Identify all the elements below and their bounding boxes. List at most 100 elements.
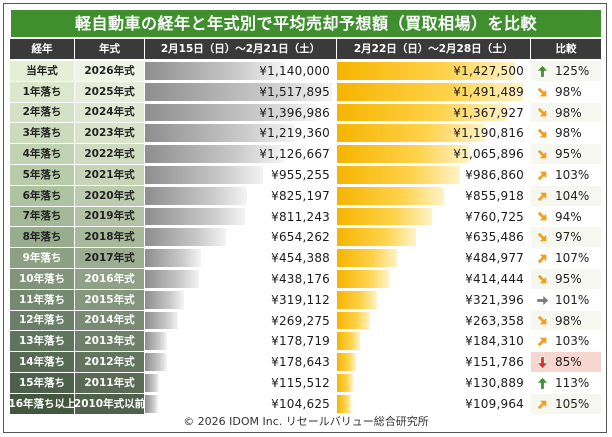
arrow-up-right-icon — [536, 191, 548, 202]
cur-price-value: ¥321,396 — [465, 293, 524, 307]
model-year-label: 2012年式 — [75, 352, 144, 372]
cur-price-bar — [337, 166, 460, 184]
cur-price-value: ¥986,860 — [465, 168, 524, 182]
cur-price-cell: ¥986,860 — [337, 165, 530, 185]
header-age: 経年 — [10, 39, 74, 59]
model-year-label: 2014年式 — [75, 311, 144, 330]
model-year-label: 2025年式 — [75, 82, 144, 102]
age-label: 16年落ち以上 — [10, 394, 74, 414]
cur-price-cell: ¥130,889 — [337, 373, 530, 393]
prev-price-value: ¥811,243 — [271, 209, 330, 224]
arrow-up-icon — [536, 376, 549, 389]
ratio-cell: 101% — [531, 290, 601, 310]
ratio-value: 103% — [555, 168, 590, 182]
ratio-value: 125% — [555, 64, 590, 78]
cur-price-value: ¥635,486 — [465, 230, 524, 244]
prev-price-bar — [145, 312, 179, 329]
prev-price-cell: ¥1,140,000 — [145, 61, 336, 81]
cur-price-cell: ¥760,725 — [337, 207, 530, 226]
prev-price-cell: ¥104,625 — [145, 394, 336, 414]
prev-price-value: ¥825,197 — [271, 189, 330, 203]
copyright-footer: © 2026 IDOM Inc. リセールバリュー総合研究所 — [183, 415, 429, 428]
prev-price-value: ¥104,625 — [271, 397, 330, 411]
model-year-label: 2016年式 — [75, 269, 144, 289]
prev-price-cell: ¥438,176 — [145, 269, 336, 289]
prev-price-value: ¥1,219,360 — [259, 126, 330, 140]
model-year-label: 2021年式 — [75, 165, 144, 185]
prev-price-cell: ¥319,112 — [145, 290, 336, 310]
cur-price-bar — [337, 312, 370, 329]
prev-price-cell: ¥454,388 — [145, 248, 336, 268]
ratio-value: 95% — [555, 272, 582, 286]
prev-price-cell: ¥115,512 — [145, 373, 336, 393]
cur-price-cell: ¥151,786 — [337, 352, 530, 372]
cur-price-bar — [337, 124, 486, 142]
prev-price-cell: ¥1,396,986 — [145, 103, 336, 122]
ratio-cell: 105% — [531, 394, 601, 414]
chart-title: 軽自動車の経年と年式別で平均売却予想額（買取相場）を比較 — [11, 10, 601, 37]
ratio-value: 98% — [555, 126, 582, 140]
cur-price-bar — [337, 270, 389, 288]
cur-price-bar — [337, 104, 508, 121]
ratio-cell: 98% — [531, 311, 601, 330]
ratio-cell: 103% — [531, 165, 601, 185]
model-year-label: 2015年式 — [75, 290, 144, 310]
ratio-value: 104% — [555, 189, 590, 203]
age-label: 11年落ち — [10, 290, 74, 310]
arrow-down-right-icon — [536, 106, 548, 118]
prev-price-bar — [145, 208, 245, 225]
cur-price-cell: ¥321,396 — [337, 290, 530, 310]
age-label: 5年落ち — [10, 165, 74, 185]
ratio-cell: 85% — [531, 352, 601, 372]
ratio-value: 103% — [555, 334, 590, 348]
cur-price-bar — [337, 62, 515, 80]
prev-price-value: ¥269,275 — [271, 313, 330, 328]
model-year-label: 2010年式以前 — [75, 394, 144, 414]
ratio-value: 97% — [555, 230, 582, 244]
cur-price-bar — [337, 208, 432, 225]
prev-price-bar — [145, 395, 158, 413]
age-label: 13年落ち — [10, 331, 74, 351]
cur-price-value: ¥760,725 — [465, 209, 524, 224]
ratio-value: 98% — [555, 313, 582, 328]
model-year-label: 2018年式 — [75, 227, 144, 247]
prev-price-cell: ¥1,517,895 — [145, 82, 336, 102]
cur-price-cell: ¥1,190,816 — [337, 123, 530, 143]
prev-price-value: ¥955,255 — [271, 168, 330, 182]
arrow-up-right-icon — [536, 170, 548, 181]
prev-price-value: ¥115,512 — [271, 376, 330, 390]
model-year-label: 2019年式 — [75, 207, 144, 226]
model-year-label: 2026年式 — [75, 61, 144, 81]
prev-price-value: ¥1,396,986 — [259, 105, 330, 120]
prev-price-cell: ¥811,243 — [145, 207, 336, 226]
prev-price-value: ¥438,176 — [271, 272, 330, 286]
age-label: 1年落ち — [10, 82, 74, 102]
prev-price-value: ¥454,388 — [271, 251, 330, 265]
cur-price-cell: ¥263,358 — [337, 311, 530, 330]
prev-price-bar — [145, 62, 286, 80]
prev-price-bar — [145, 104, 318, 121]
model-year-label: 2024年式 — [75, 103, 144, 122]
prev-price-cell: ¥825,197 — [145, 186, 336, 206]
header-ratio: 比較 — [531, 39, 601, 59]
age-label: 当年式 — [10, 61, 74, 81]
cur-price-cell: ¥855,918 — [337, 186, 530, 206]
cur-price-value: ¥1,065,896 — [453, 147, 524, 161]
prev-price-bar — [145, 228, 226, 246]
ratio-cell: 113% — [531, 373, 601, 393]
cur-price-value: ¥855,918 — [465, 189, 524, 203]
age-label: 10年落ち — [10, 269, 74, 289]
prev-price-cell: ¥1,219,360 — [145, 123, 336, 143]
cur-price-cell: ¥109,964 — [337, 394, 530, 414]
cur-price-bar — [337, 374, 354, 392]
ratio-cell: 98% — [531, 123, 601, 143]
header-cur-period: 2月22日（日）～2月28日（土） — [337, 39, 530, 59]
prev-price-value: ¥178,643 — [271, 355, 330, 369]
cur-price-value: ¥1,367,927 — [453, 105, 524, 120]
arrow-up-right-icon — [536, 399, 548, 410]
prev-price-bar — [145, 124, 296, 142]
arrow-down-right-icon — [536, 210, 548, 222]
prev-price-bar — [145, 187, 247, 205]
cur-price-value: ¥263,358 — [465, 313, 524, 328]
cur-price-bar — [337, 228, 417, 246]
